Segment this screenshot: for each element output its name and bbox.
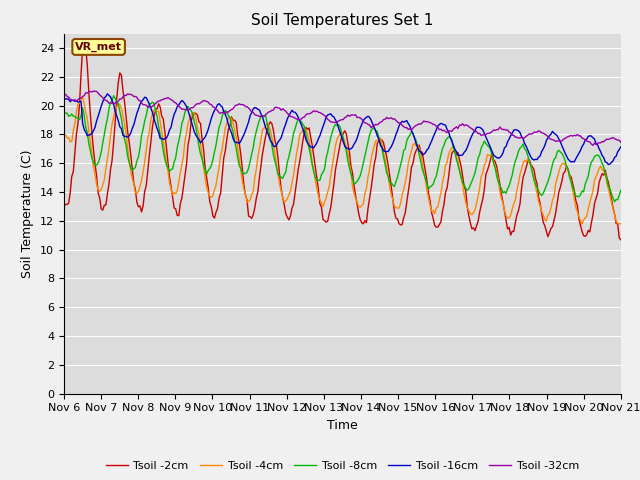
Tsoil -16cm [605, 162, 612, 168]
Line: Tsoil -32cm: Tsoil -32cm [64, 91, 621, 145]
Tsoil -4cm [130, 181, 138, 187]
Tsoil -8cm [110, 93, 118, 98]
Tsoil -32cm [255, 114, 263, 120]
Tsoil -16cm [228, 130, 236, 135]
Tsoil -16cm [588, 133, 595, 139]
Tsoil -4cm [305, 138, 313, 144]
Tsoil -2cm [79, 45, 86, 51]
Tsoil -16cm [305, 142, 313, 148]
Tsoil -4cm [255, 145, 263, 151]
Tsoil -32cm [589, 143, 596, 148]
Tsoil -16cm [60, 96, 68, 101]
Tsoil -4cm [617, 221, 625, 227]
Tsoil -32cm [617, 139, 625, 145]
Tsoil -8cm [611, 199, 618, 204]
Tsoil -8cm [228, 124, 236, 130]
Tsoil -16cm [255, 107, 263, 113]
Tsoil -2cm [255, 175, 263, 180]
Tsoil -32cm [588, 141, 595, 147]
X-axis label: Time: Time [327, 419, 358, 432]
Title: Soil Temperatures Set 1: Soil Temperatures Set 1 [252, 13, 433, 28]
Tsoil -8cm [255, 118, 263, 123]
Tsoil -4cm [589, 188, 596, 194]
Tsoil -8cm [130, 166, 138, 171]
Line: Tsoil -2cm: Tsoil -2cm [64, 48, 621, 240]
Text: VR_met: VR_met [75, 42, 122, 52]
Tsoil -4cm [578, 221, 586, 227]
Tsoil -16cm [617, 144, 625, 150]
Tsoil -8cm [246, 159, 254, 165]
Tsoil -2cm [588, 220, 595, 226]
Tsoil -4cm [228, 116, 236, 121]
Tsoil -8cm [617, 188, 625, 193]
Tsoil -2cm [130, 180, 138, 186]
Tsoil -32cm [60, 91, 68, 96]
Line: Tsoil -4cm: Tsoil -4cm [64, 97, 621, 224]
Line: Tsoil -8cm: Tsoil -8cm [64, 96, 621, 202]
Tsoil -2cm [305, 125, 313, 131]
Tsoil -8cm [305, 145, 313, 151]
Tsoil -32cm [305, 111, 313, 117]
Tsoil -32cm [90, 88, 97, 94]
Line: Tsoil -16cm: Tsoil -16cm [64, 94, 621, 165]
Tsoil -2cm [617, 237, 625, 243]
Tsoil -16cm [104, 91, 111, 97]
Tsoil -32cm [130, 94, 138, 99]
Legend: Tsoil -2cm, Tsoil -4cm, Tsoil -8cm, Tsoil -16cm, Tsoil -32cm: Tsoil -2cm, Tsoil -4cm, Tsoil -8cm, Tsoi… [101, 457, 584, 476]
Tsoil -2cm [60, 204, 68, 209]
Tsoil -2cm [228, 114, 236, 120]
Tsoil -32cm [228, 107, 236, 112]
Tsoil -2cm [246, 214, 254, 220]
Tsoil -32cm [246, 107, 254, 113]
Y-axis label: Soil Temperature (C): Soil Temperature (C) [22, 149, 35, 278]
Tsoil -16cm [246, 113, 254, 119]
Tsoil -8cm [588, 159, 595, 165]
Tsoil -4cm [60, 132, 68, 138]
Tsoil -8cm [60, 109, 68, 115]
Tsoil -16cm [130, 122, 138, 128]
Tsoil -4cm [246, 197, 254, 203]
Tsoil -4cm [79, 95, 86, 100]
